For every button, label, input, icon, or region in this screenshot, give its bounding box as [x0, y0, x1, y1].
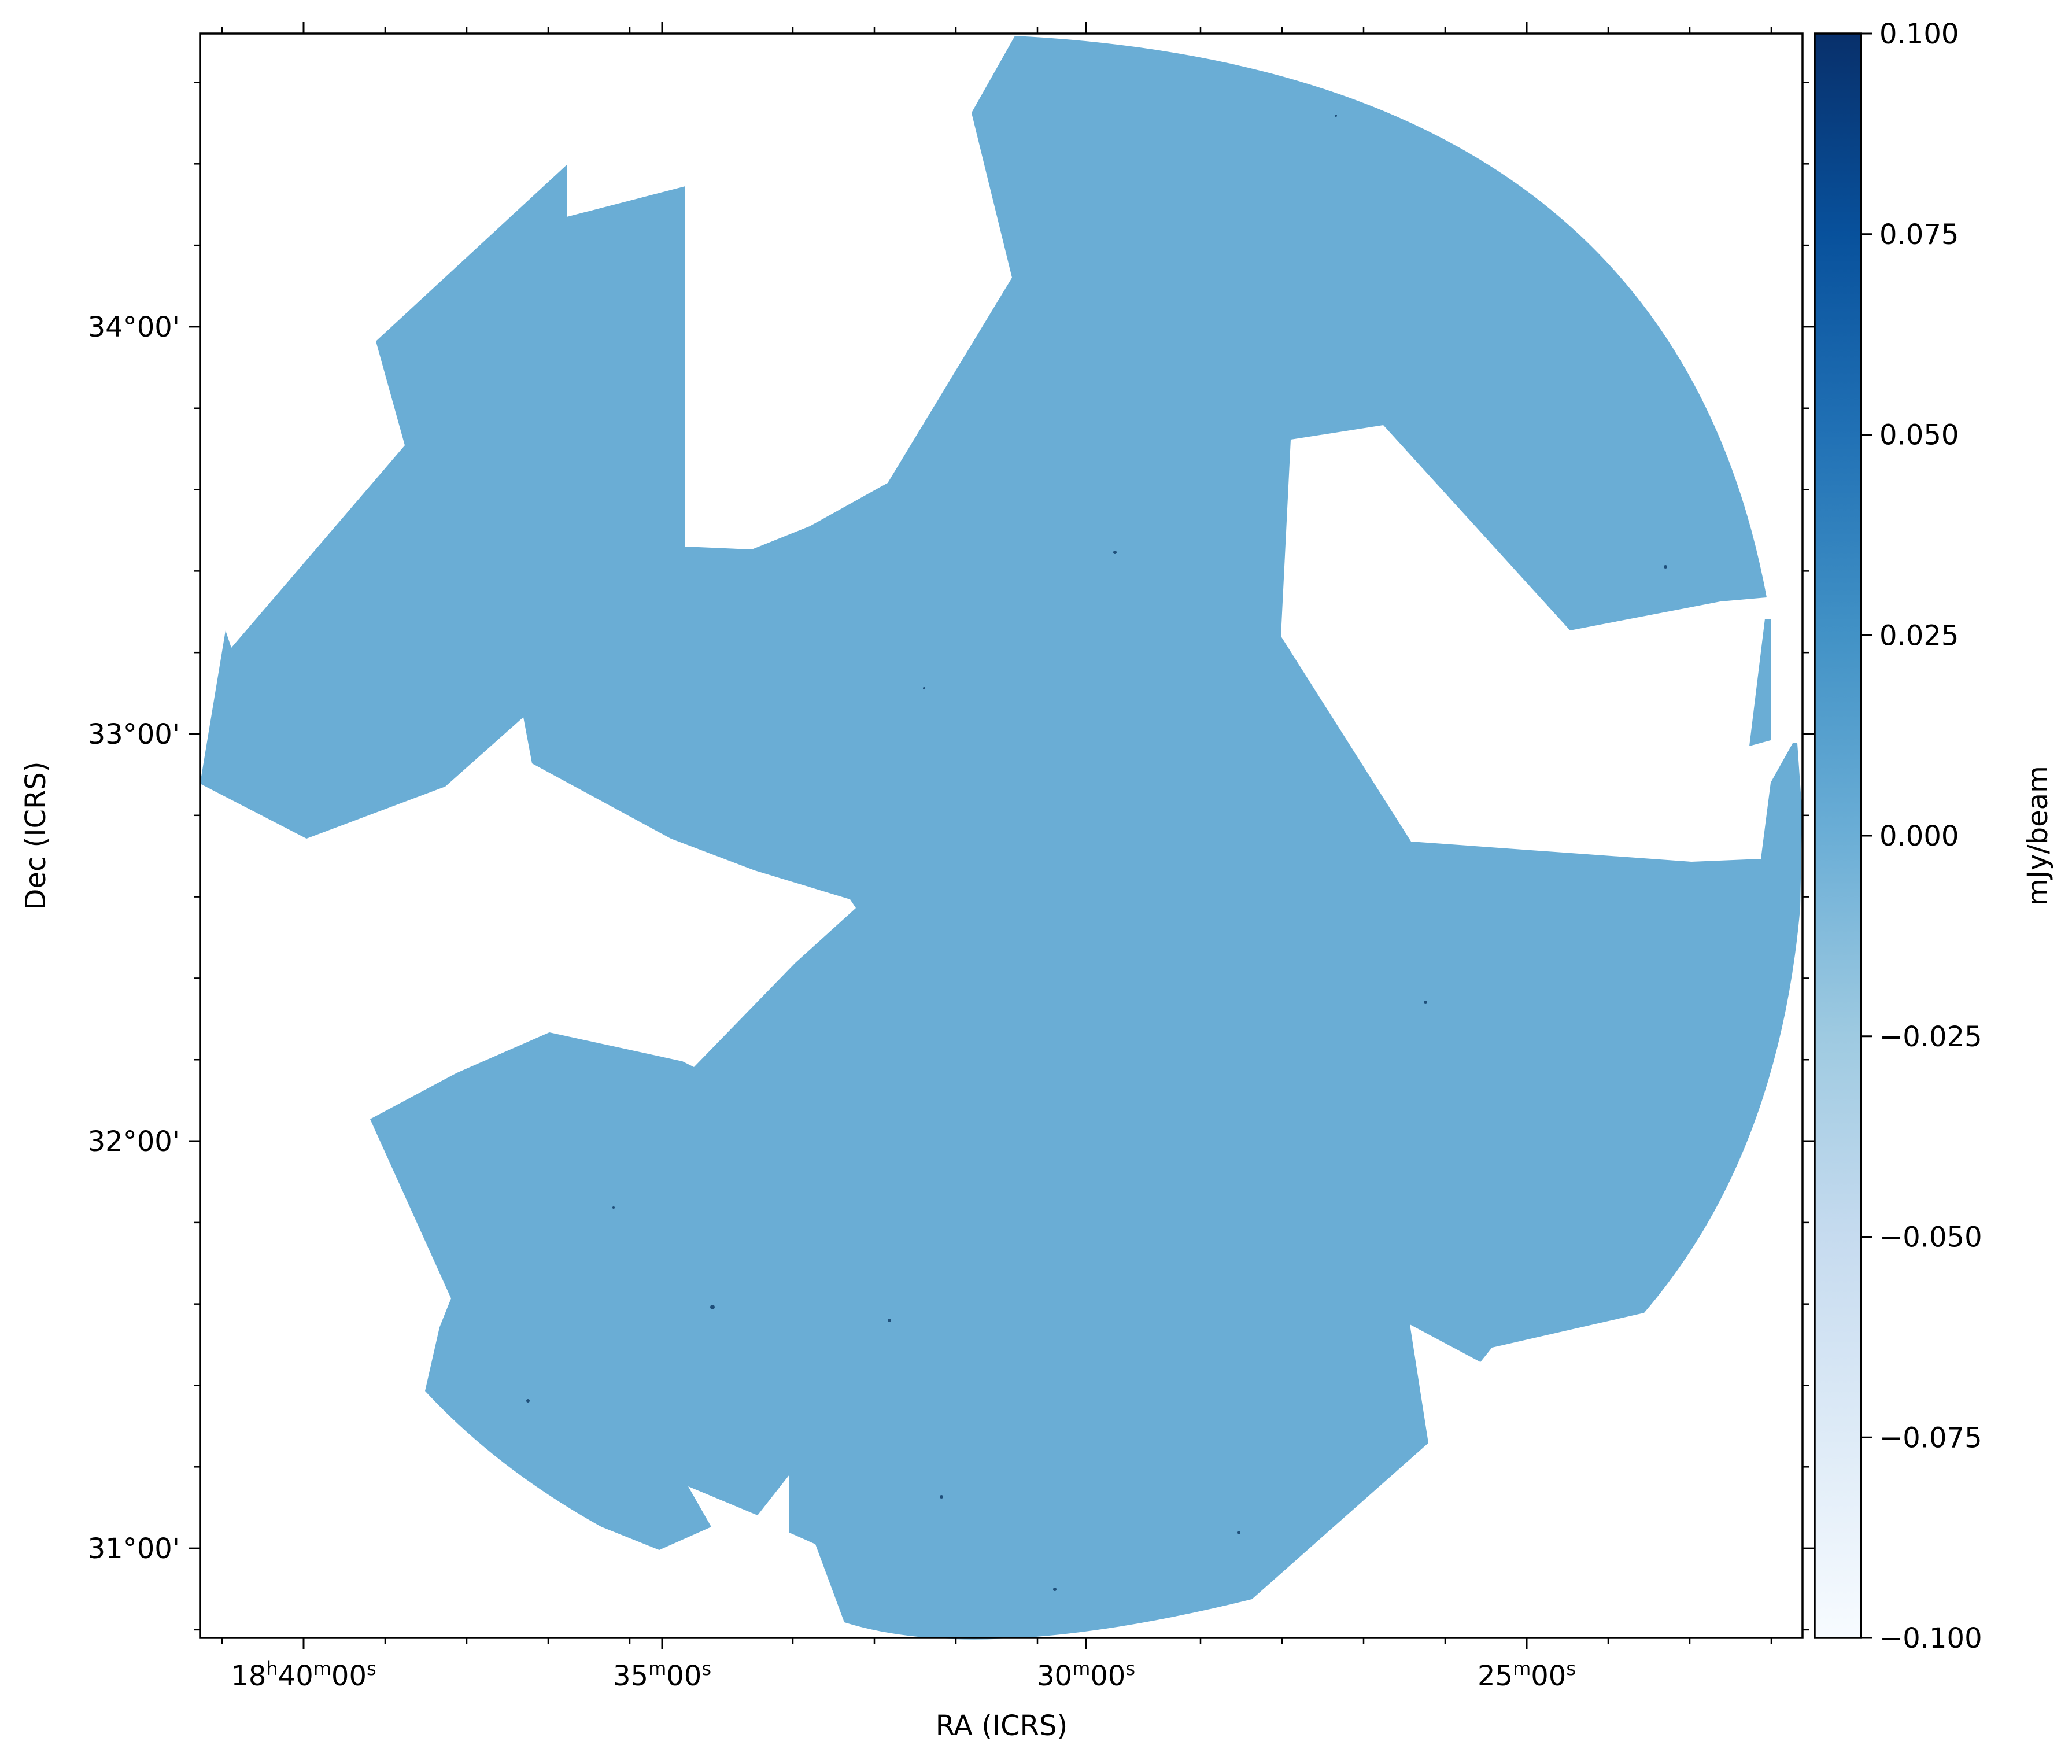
colorbar: [1814, 32, 1862, 1639]
x-axis-label: RA (ICRS): [936, 1710, 1068, 1742]
x-tick-label: 25m00s: [1478, 1658, 1576, 1692]
point-source: [612, 1206, 615, 1209]
y-tick-label: 32°00': [88, 1125, 180, 1158]
y-tick-label: 31°00': [88, 1533, 180, 1565]
point-source: [940, 1495, 943, 1499]
point-source: [1113, 551, 1117, 554]
x-axis-ticks: 18h40m00s 35m00s 30m00s 25m00s: [221, 22, 1772, 1692]
point-source: [1237, 1531, 1240, 1534]
point-source: [923, 687, 925, 689]
colorbar-tick-label: 0.050: [1879, 419, 1959, 452]
colorbar-tick-label: −0.075: [1879, 1422, 1982, 1454]
point-source: [1424, 1001, 1427, 1004]
y-tick-label: 34°00': [88, 311, 180, 344]
coverage-region: [200, 36, 1803, 1640]
colorbar-tick-label: −0.025: [1879, 1021, 1982, 1053]
plot-frame: [199, 32, 1804, 1639]
point-sources: [526, 115, 1667, 1591]
colorbar-tick-label: 0.025: [1879, 619, 1959, 652]
point-source: [1053, 1588, 1057, 1591]
colorbar-tick-label: 0.000: [1879, 820, 1959, 853]
point-source: [888, 1319, 891, 1322]
colorbar-tick-label: 0.100: [1879, 18, 1959, 50]
colorbar-tick-label: 0.075: [1879, 219, 1959, 251]
colorbar-tick-label: −0.050: [1879, 1221, 1982, 1254]
x-tick-label: 18h40m00s: [231, 1658, 376, 1692]
x-tick-label: 30m00s: [1037, 1658, 1135, 1692]
point-source: [1335, 115, 1337, 117]
colorbar-label: mJy/beam: [2022, 766, 2054, 906]
y-axis-label: Dec (ICRS): [20, 761, 52, 910]
colorbar-tick-label: −0.100: [1879, 1622, 1982, 1655]
x-tick-label: 35m00s: [613, 1658, 711, 1692]
y-tick-label: 33°00': [88, 718, 180, 751]
y-axis-ticks: 31°00' 32°00' 33°00' 34°00': [88, 82, 1814, 1631]
colorbar-ticks: 0.100 0.075 0.050 0.025 0.000 −0.025 −0.050 −0.…: [1861, 18, 1982, 1655]
point-source: [526, 1399, 530, 1403]
point-source: [1664, 565, 1667, 569]
point-source: [710, 1305, 715, 1309]
